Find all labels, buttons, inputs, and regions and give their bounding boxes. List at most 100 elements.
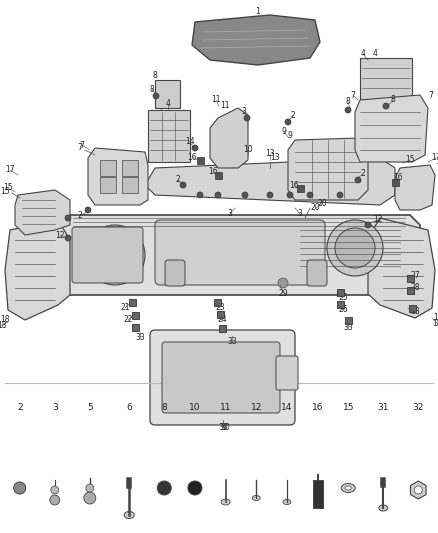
- Text: 9: 9: [282, 127, 286, 136]
- Text: 17: 17: [5, 166, 15, 174]
- Text: 4: 4: [360, 50, 365, 59]
- Text: 15: 15: [405, 156, 415, 165]
- FancyBboxPatch shape: [213, 298, 220, 305]
- Text: 32: 32: [413, 403, 424, 413]
- Text: 25: 25: [338, 294, 348, 303]
- Circle shape: [285, 119, 291, 125]
- Circle shape: [93, 233, 137, 277]
- Text: 18: 18: [0, 320, 7, 329]
- FancyBboxPatch shape: [297, 184, 304, 191]
- FancyBboxPatch shape: [406, 287, 413, 294]
- Circle shape: [267, 192, 273, 198]
- Text: 16: 16: [187, 152, 197, 161]
- Text: 15: 15: [343, 403, 354, 413]
- Text: 7: 7: [428, 91, 433, 100]
- Text: 28: 28: [410, 284, 420, 293]
- Circle shape: [307, 192, 313, 198]
- Polygon shape: [145, 158, 395, 205]
- Ellipse shape: [345, 486, 351, 490]
- Polygon shape: [58, 215, 420, 295]
- FancyBboxPatch shape: [345, 317, 352, 324]
- Text: 8: 8: [152, 71, 157, 80]
- Circle shape: [365, 222, 371, 228]
- FancyBboxPatch shape: [276, 356, 298, 390]
- Text: 6: 6: [126, 403, 132, 413]
- Text: 14: 14: [281, 403, 293, 413]
- Circle shape: [153, 93, 159, 99]
- Circle shape: [14, 482, 26, 494]
- Text: 23: 23: [215, 303, 225, 312]
- Text: 8: 8: [150, 85, 154, 93]
- Polygon shape: [395, 165, 435, 210]
- Text: 12: 12: [373, 215, 383, 224]
- Circle shape: [215, 192, 221, 198]
- Text: 7: 7: [350, 91, 356, 100]
- Circle shape: [244, 115, 250, 121]
- Circle shape: [50, 495, 60, 505]
- Text: 11: 11: [211, 95, 221, 104]
- Circle shape: [85, 207, 91, 213]
- FancyBboxPatch shape: [72, 227, 143, 283]
- FancyBboxPatch shape: [100, 177, 116, 193]
- FancyBboxPatch shape: [409, 304, 416, 311]
- Text: 21: 21: [120, 303, 130, 312]
- Text: 16: 16: [393, 174, 403, 182]
- Text: 16: 16: [289, 181, 299, 190]
- FancyBboxPatch shape: [215, 172, 222, 179]
- Circle shape: [335, 228, 375, 268]
- Ellipse shape: [189, 482, 201, 488]
- Text: 10: 10: [189, 403, 201, 413]
- Text: 17: 17: [431, 154, 438, 163]
- FancyBboxPatch shape: [360, 58, 412, 100]
- Text: 16: 16: [208, 167, 218, 176]
- Circle shape: [383, 103, 389, 109]
- Text: 33: 33: [227, 337, 237, 346]
- Text: 8: 8: [346, 98, 350, 107]
- Text: 33: 33: [343, 324, 353, 333]
- Text: 3: 3: [242, 108, 247, 117]
- FancyBboxPatch shape: [150, 330, 295, 425]
- Circle shape: [278, 278, 288, 288]
- Text: 1: 1: [256, 7, 260, 17]
- Text: 4: 4: [166, 100, 170, 109]
- Circle shape: [345, 107, 351, 113]
- Circle shape: [65, 235, 71, 241]
- Text: 11: 11: [220, 101, 230, 109]
- Text: 13: 13: [270, 154, 280, 163]
- Text: 18: 18: [432, 319, 438, 327]
- Text: 11: 11: [220, 403, 231, 413]
- Text: 29: 29: [278, 288, 288, 297]
- Ellipse shape: [379, 505, 388, 511]
- Circle shape: [180, 182, 186, 188]
- Text: 5: 5: [87, 403, 93, 413]
- Text: 20: 20: [317, 199, 327, 208]
- Polygon shape: [15, 190, 70, 235]
- Circle shape: [84, 492, 96, 504]
- FancyBboxPatch shape: [197, 157, 204, 164]
- Circle shape: [414, 486, 422, 494]
- FancyBboxPatch shape: [162, 342, 280, 413]
- FancyBboxPatch shape: [155, 80, 180, 108]
- Text: 3: 3: [52, 403, 58, 413]
- Text: 24: 24: [217, 316, 227, 325]
- FancyBboxPatch shape: [336, 288, 343, 295]
- Text: 30: 30: [220, 424, 230, 432]
- Polygon shape: [288, 138, 368, 200]
- Circle shape: [188, 481, 202, 495]
- Text: 27: 27: [410, 271, 420, 279]
- Text: 4: 4: [373, 50, 378, 59]
- FancyBboxPatch shape: [219, 325, 226, 332]
- Polygon shape: [410, 481, 426, 499]
- Text: 9: 9: [288, 132, 293, 141]
- Text: 12: 12: [55, 230, 65, 239]
- FancyBboxPatch shape: [165, 260, 185, 286]
- Text: 26: 26: [338, 305, 348, 314]
- Text: 3: 3: [297, 209, 302, 219]
- Text: 2: 2: [17, 403, 22, 413]
- Text: 15: 15: [0, 188, 10, 197]
- Text: 2: 2: [291, 110, 295, 119]
- Text: 4: 4: [158, 102, 162, 111]
- Text: 8: 8: [391, 95, 396, 104]
- FancyBboxPatch shape: [122, 177, 138, 193]
- Circle shape: [327, 220, 383, 276]
